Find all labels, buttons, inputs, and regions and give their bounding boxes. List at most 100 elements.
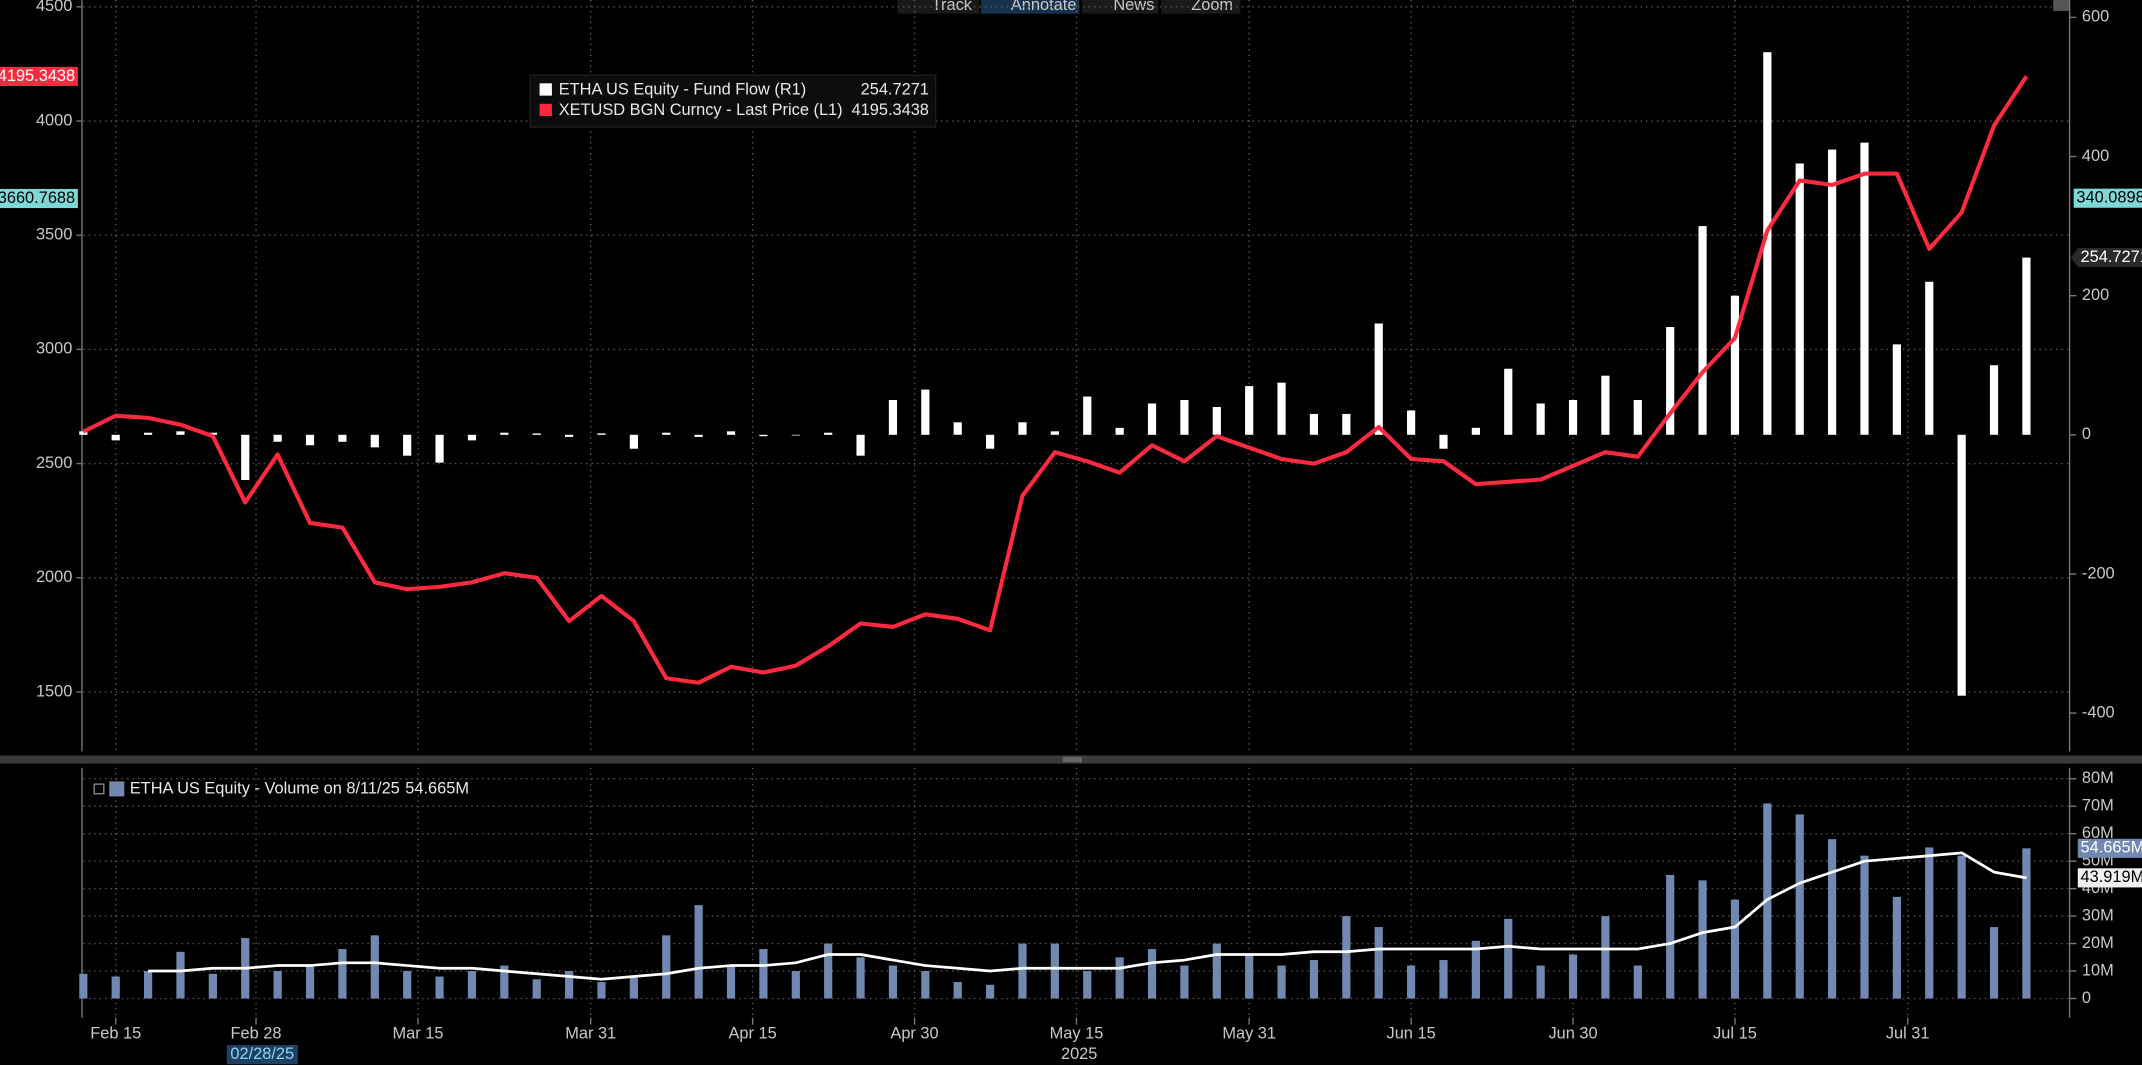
bar [597,982,606,999]
bar [1860,855,1869,999]
bar [467,971,477,999]
bar [370,935,379,999]
bar [176,951,185,999]
bar [338,434,347,442]
bar [111,434,120,441]
line [82,75,2029,685]
bar [629,976,638,999]
bar [1374,323,1383,435]
bar [1633,400,1642,435]
x-tick-label: May 15 [1050,1024,1104,1042]
volume-legend: ETHA US Equity - Volume on 8/11/25 54.665… [93,780,469,798]
legend-value: 254.7271 [861,80,929,98]
value-box-label: 3660.7688 [0,189,75,207]
toolbar-item[interactable]: Annotate [1011,0,1077,14]
legend-label: XETUSD BGN Curncy - Last Price (L1) [559,101,843,119]
bar [629,434,638,449]
value-box [2077,868,2142,888]
bar [1374,927,1383,999]
cursor-date: 02/28/25 [230,1045,294,1063]
bar [1925,847,1934,999]
bar [1147,949,1157,999]
legend-toggle [93,783,105,795]
bar [273,434,282,442]
bar [791,971,800,999]
bar [79,431,88,435]
bar [1892,344,1901,435]
value-box [0,188,78,209]
bar [1504,918,1513,999]
legend-label: ETHA US Equity - Volume on 8/11/25 54.665… [130,780,469,798]
bar [921,971,930,999]
bar [1471,427,1480,435]
bar [856,434,865,456]
x-tick-label: Feb 15 [90,1024,141,1042]
bar [1115,957,1124,999]
value-box-label: 340.0898 [2076,189,2142,207]
bar [1601,916,1610,999]
x-tick-label: Mar 31 [565,1024,616,1042]
legend-swatch [109,781,125,797]
bar [1018,943,1027,999]
bar [1698,226,1707,435]
y-tick-label: 0 [2082,989,2091,1007]
bar [888,400,898,435]
divider-handle[interactable] [1062,756,1082,763]
bar [1795,163,1804,435]
bar [403,434,412,456]
zoom-button[interactable] [1161,0,1241,14]
bar [1666,326,1675,435]
y-tick-label: 2000 [36,568,72,586]
bar [597,433,606,435]
menu-icon[interactable] [2053,0,2070,11]
bar [986,434,995,449]
track-button[interactable] [897,0,980,14]
bar [1342,413,1351,435]
bar [953,422,962,435]
y2-tick-label: -200 [2082,564,2115,582]
bar [1115,427,1124,435]
value-box-pointer [2070,248,2078,268]
news-button[interactable] [1081,0,1159,14]
bar [1568,400,1578,435]
bar [1147,403,1157,435]
y-tick-label: 1500 [36,682,72,700]
legend-swatch [539,103,552,117]
bar [759,434,768,437]
bar [1018,422,1027,435]
toolbar-item[interactable]: Zoom [1191,0,1233,14]
bar [1439,960,1448,999]
y-tick-label: 30M [2082,906,2114,924]
bar [111,976,120,999]
value-box [2077,838,2142,858]
x-tick-label: Apr 15 [728,1024,776,1042]
bar [1342,916,1351,999]
bar [79,973,88,999]
bar [532,979,541,999]
value-box-label: 54.665M [2081,839,2142,857]
bar [1504,368,1513,435]
y2-tick-label: 400 [2082,147,2109,165]
bar [694,905,703,999]
bar [1439,434,1448,449]
bar [305,434,315,446]
x-tick-label: Jul 15 [1713,1024,1757,1042]
bar [1536,965,1545,999]
bar [1050,431,1059,435]
y2-tick-label: 0 [2082,425,2091,443]
bar [1180,965,1189,999]
cursor-date-box [226,1045,298,1065]
bar [1277,965,1286,999]
y-tick-label: 3000 [36,340,72,358]
legend-name: ETHA US Equity - Volume on 8/11/25 [130,780,400,798]
bar [1083,396,1092,435]
bar [565,434,574,437]
x-tick-label: Jun 15 [1387,1024,1436,1042]
bar [1568,954,1578,999]
bar [1989,927,1999,999]
bar [856,957,865,999]
legend-value: 4195.3438 [852,101,929,119]
